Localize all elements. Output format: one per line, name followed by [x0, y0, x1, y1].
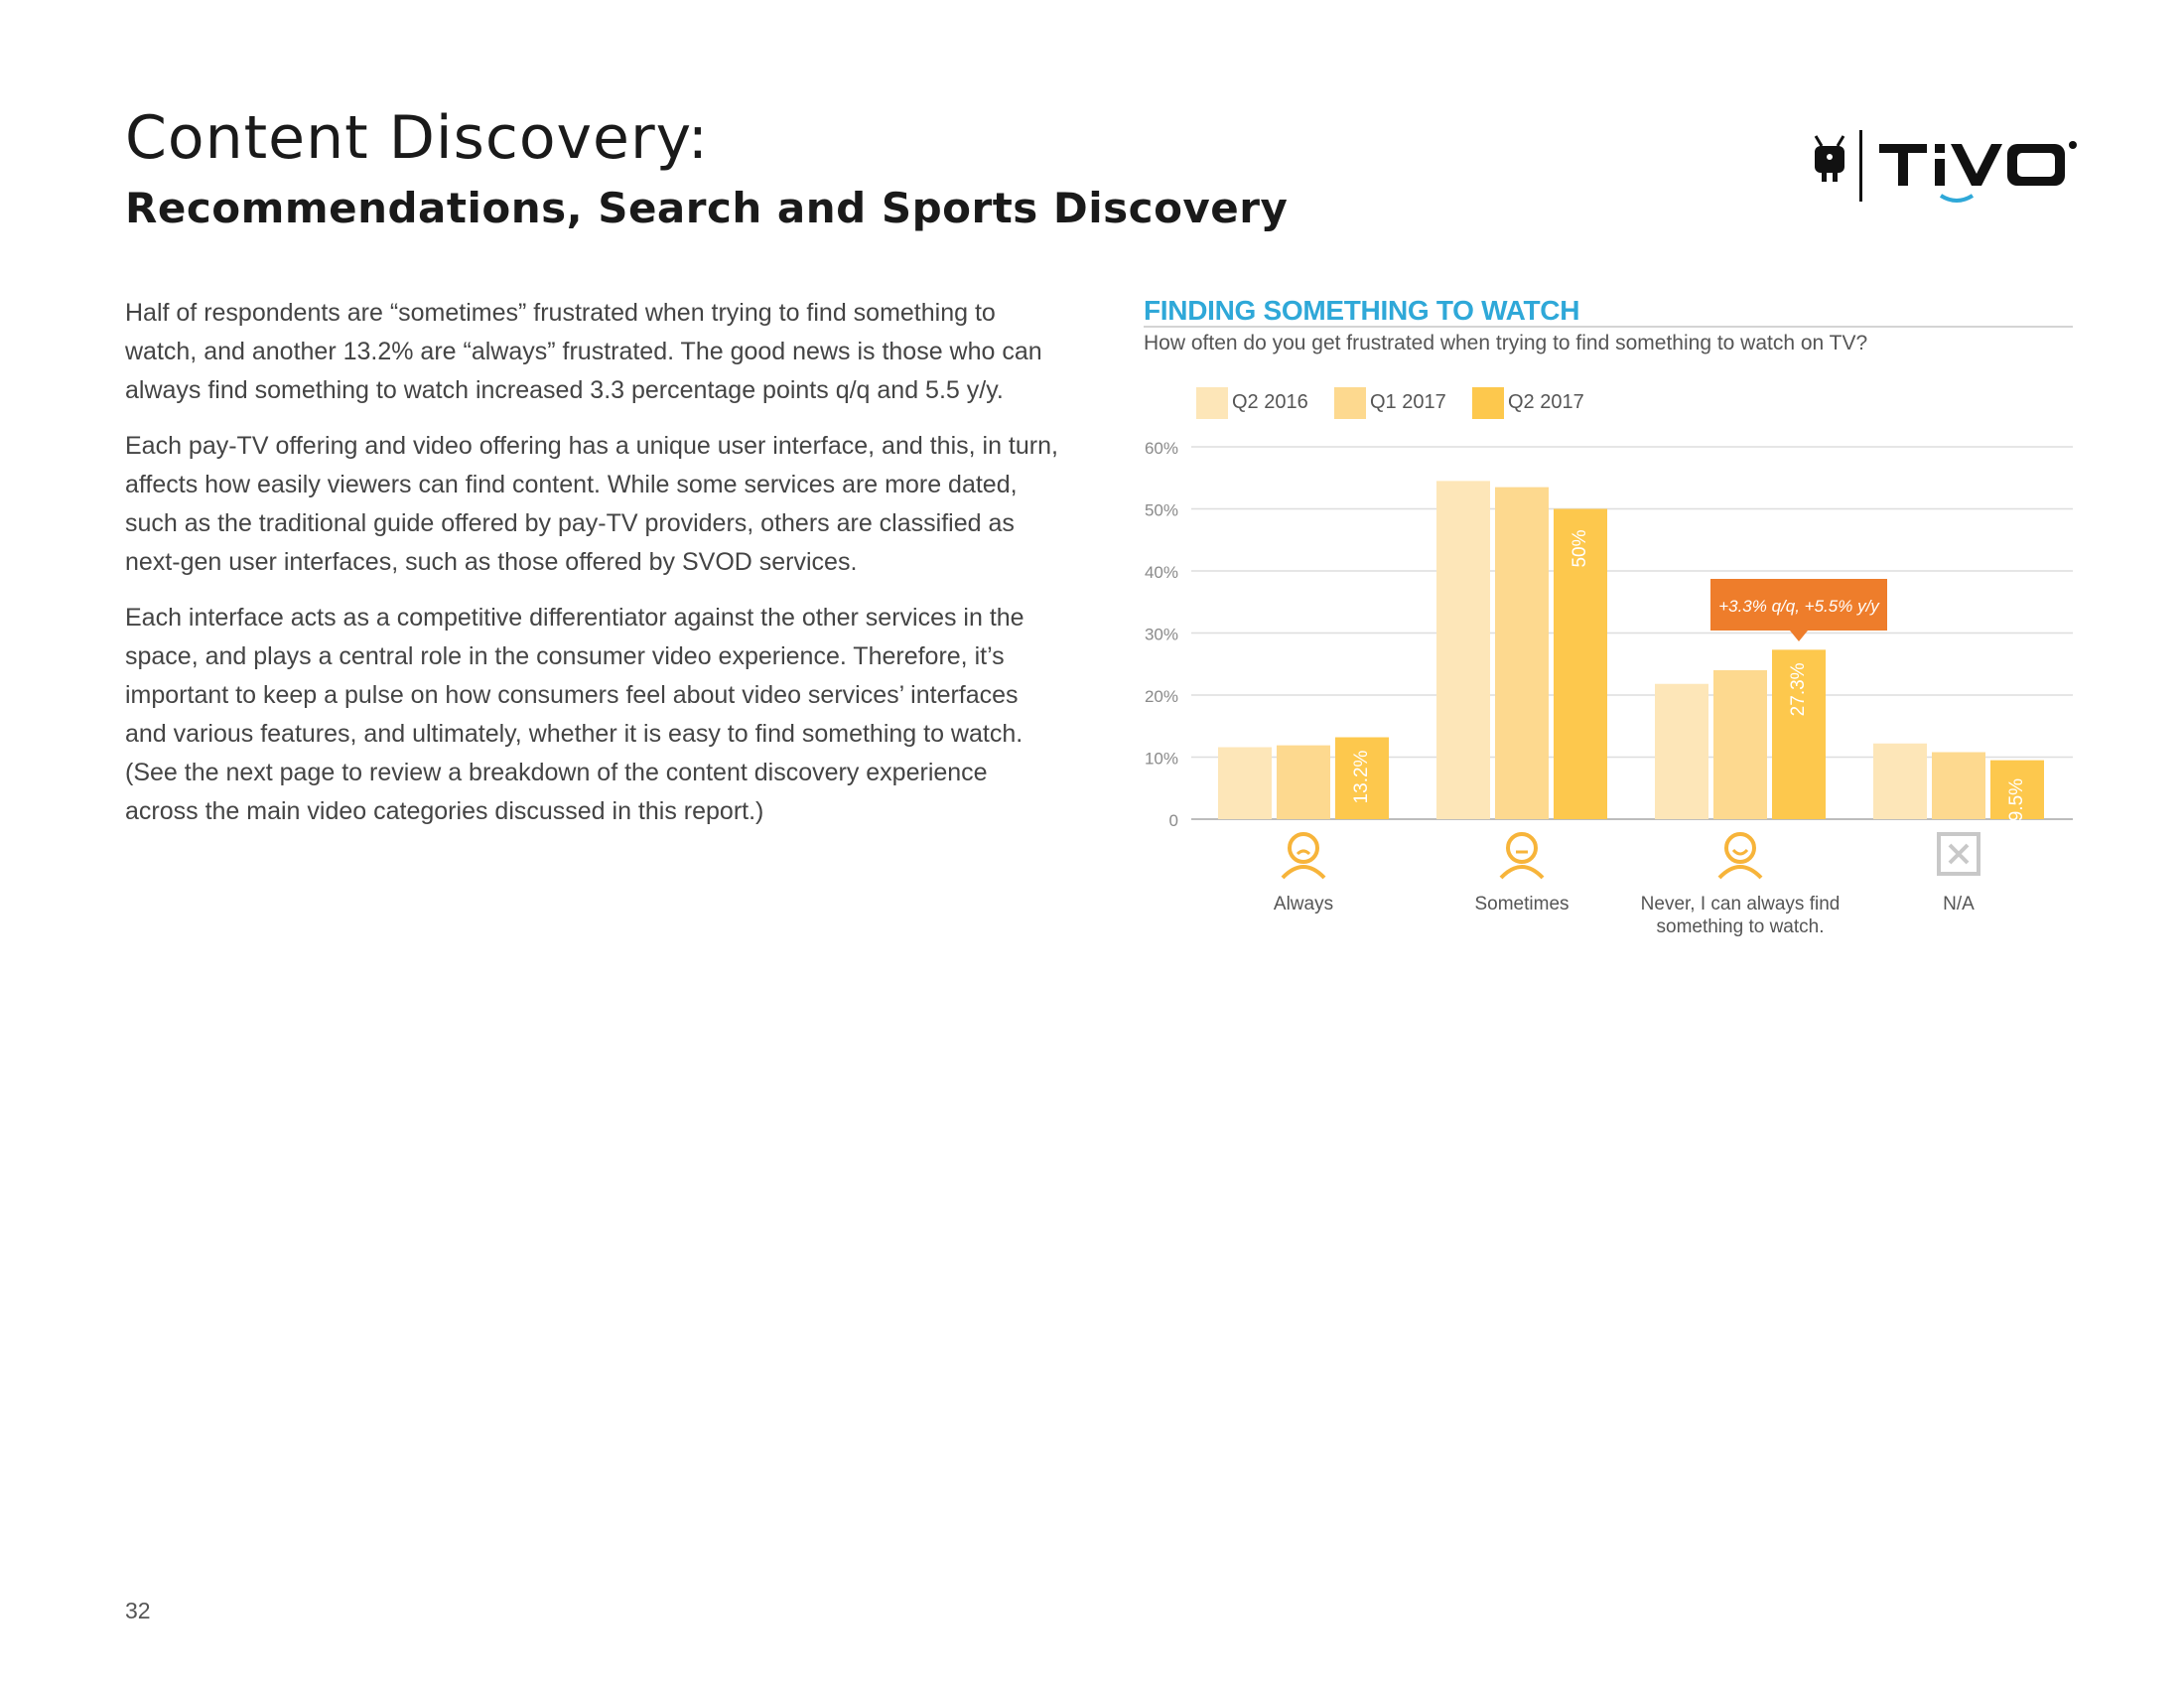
legend-swatch: [1334, 387, 1366, 419]
category-label: Never, I can always find: [1641, 894, 1841, 914]
bar: [1655, 683, 1708, 819]
x-mark: [1948, 843, 1970, 865]
y-tick-label: 20%: [1145, 687, 1178, 706]
face-mouth: [1296, 849, 1311, 856]
page-number: 32: [125, 1598, 151, 1623]
category-label: something to watch.: [1657, 916, 1825, 937]
legend-swatch: [1472, 387, 1504, 419]
bar: [1990, 760, 2044, 819]
bar: [1436, 481, 1490, 819]
face-mouth: [1731, 848, 1749, 856]
chart-title-rule: [1144, 326, 2073, 328]
person-shoulders: [1281, 865, 1326, 880]
legend-label: Q2 2017: [1508, 391, 1584, 413]
bar: [1873, 743, 1927, 819]
bar: [1554, 508, 1607, 819]
tivo-logo: [1814, 130, 2077, 203]
smile-face-icon: [1724, 832, 1756, 864]
y-tick-label: 60%: [1145, 439, 1178, 458]
bar: [1495, 487, 1549, 819]
bar: [1218, 747, 1272, 819]
y-tick-label: 0: [1169, 811, 1178, 830]
page-title: Content Discovery:: [125, 103, 709, 173]
legend-swatch: [1196, 387, 1228, 419]
data-label: 50%: [1570, 529, 1590, 567]
person-shoulders: [1499, 865, 1545, 880]
data-label: 9.5%: [2006, 778, 2027, 821]
bar: [1932, 752, 1985, 819]
bar: [1772, 649, 1826, 819]
y-tick-label: 40%: [1145, 563, 1178, 582]
data-label: 27.3%: [1788, 662, 1809, 716]
category-label: Always: [1274, 894, 1333, 914]
chart-title: FINDING SOMETHING TO WATCH: [1144, 295, 1580, 326]
bar: [1335, 737, 1389, 819]
category-label: N/A: [1943, 894, 1975, 914]
tivo-mascot-icon: [1814, 135, 1845, 182]
chart-question: How often do you get frustrated when try…: [1144, 332, 1868, 354]
tivo-smile-icon: [1939, 194, 1975, 203]
annotation-pointer: [1790, 631, 1808, 641]
page-subtitle: Recommendations, Search and Sports Disco…: [125, 184, 1289, 232]
legend-label: Q1 2017: [1370, 391, 1446, 413]
body-text: Half of respondents are “sometimes” frus…: [125, 294, 1058, 848]
neutral-face-icon: [1506, 832, 1538, 864]
person-shoulders: [1717, 865, 1763, 880]
x-box-icon: [1937, 832, 1980, 876]
bar-chart: 0 10% 20% 30% 40% 50% 60% Q2 2016 Q1 2017 Q2 2017…: [1145, 387, 2073, 937]
data-label: 13.2%: [1351, 750, 1372, 803]
category-label: Sometimes: [1474, 894, 1569, 914]
body-paragraph-2: Each pay-TV offering and video offering …: [125, 432, 1058, 576]
annotation-box: [1710, 579, 1887, 631]
frown-face-icon: [1288, 832, 1319, 864]
bar: [1713, 670, 1767, 819]
tivo-wordmark: [1879, 141, 2077, 186]
y-tick-label: 30%: [1145, 626, 1178, 644]
legend-label: Q2 2016: [1232, 391, 1308, 413]
annotation-text: +3.3% q/q, +5.5% y/y: [1718, 597, 1880, 616]
y-tick-label: 50%: [1145, 501, 1178, 520]
body-paragraph-1: Half of respondents are “sometimes” frus…: [125, 299, 1042, 404]
logo-divider: [1859, 130, 1862, 202]
body-paragraph-3: Each interface acts as a competitive dif…: [125, 604, 1024, 825]
bar: [1277, 745, 1330, 819]
y-tick-label: 10%: [1145, 750, 1178, 769]
